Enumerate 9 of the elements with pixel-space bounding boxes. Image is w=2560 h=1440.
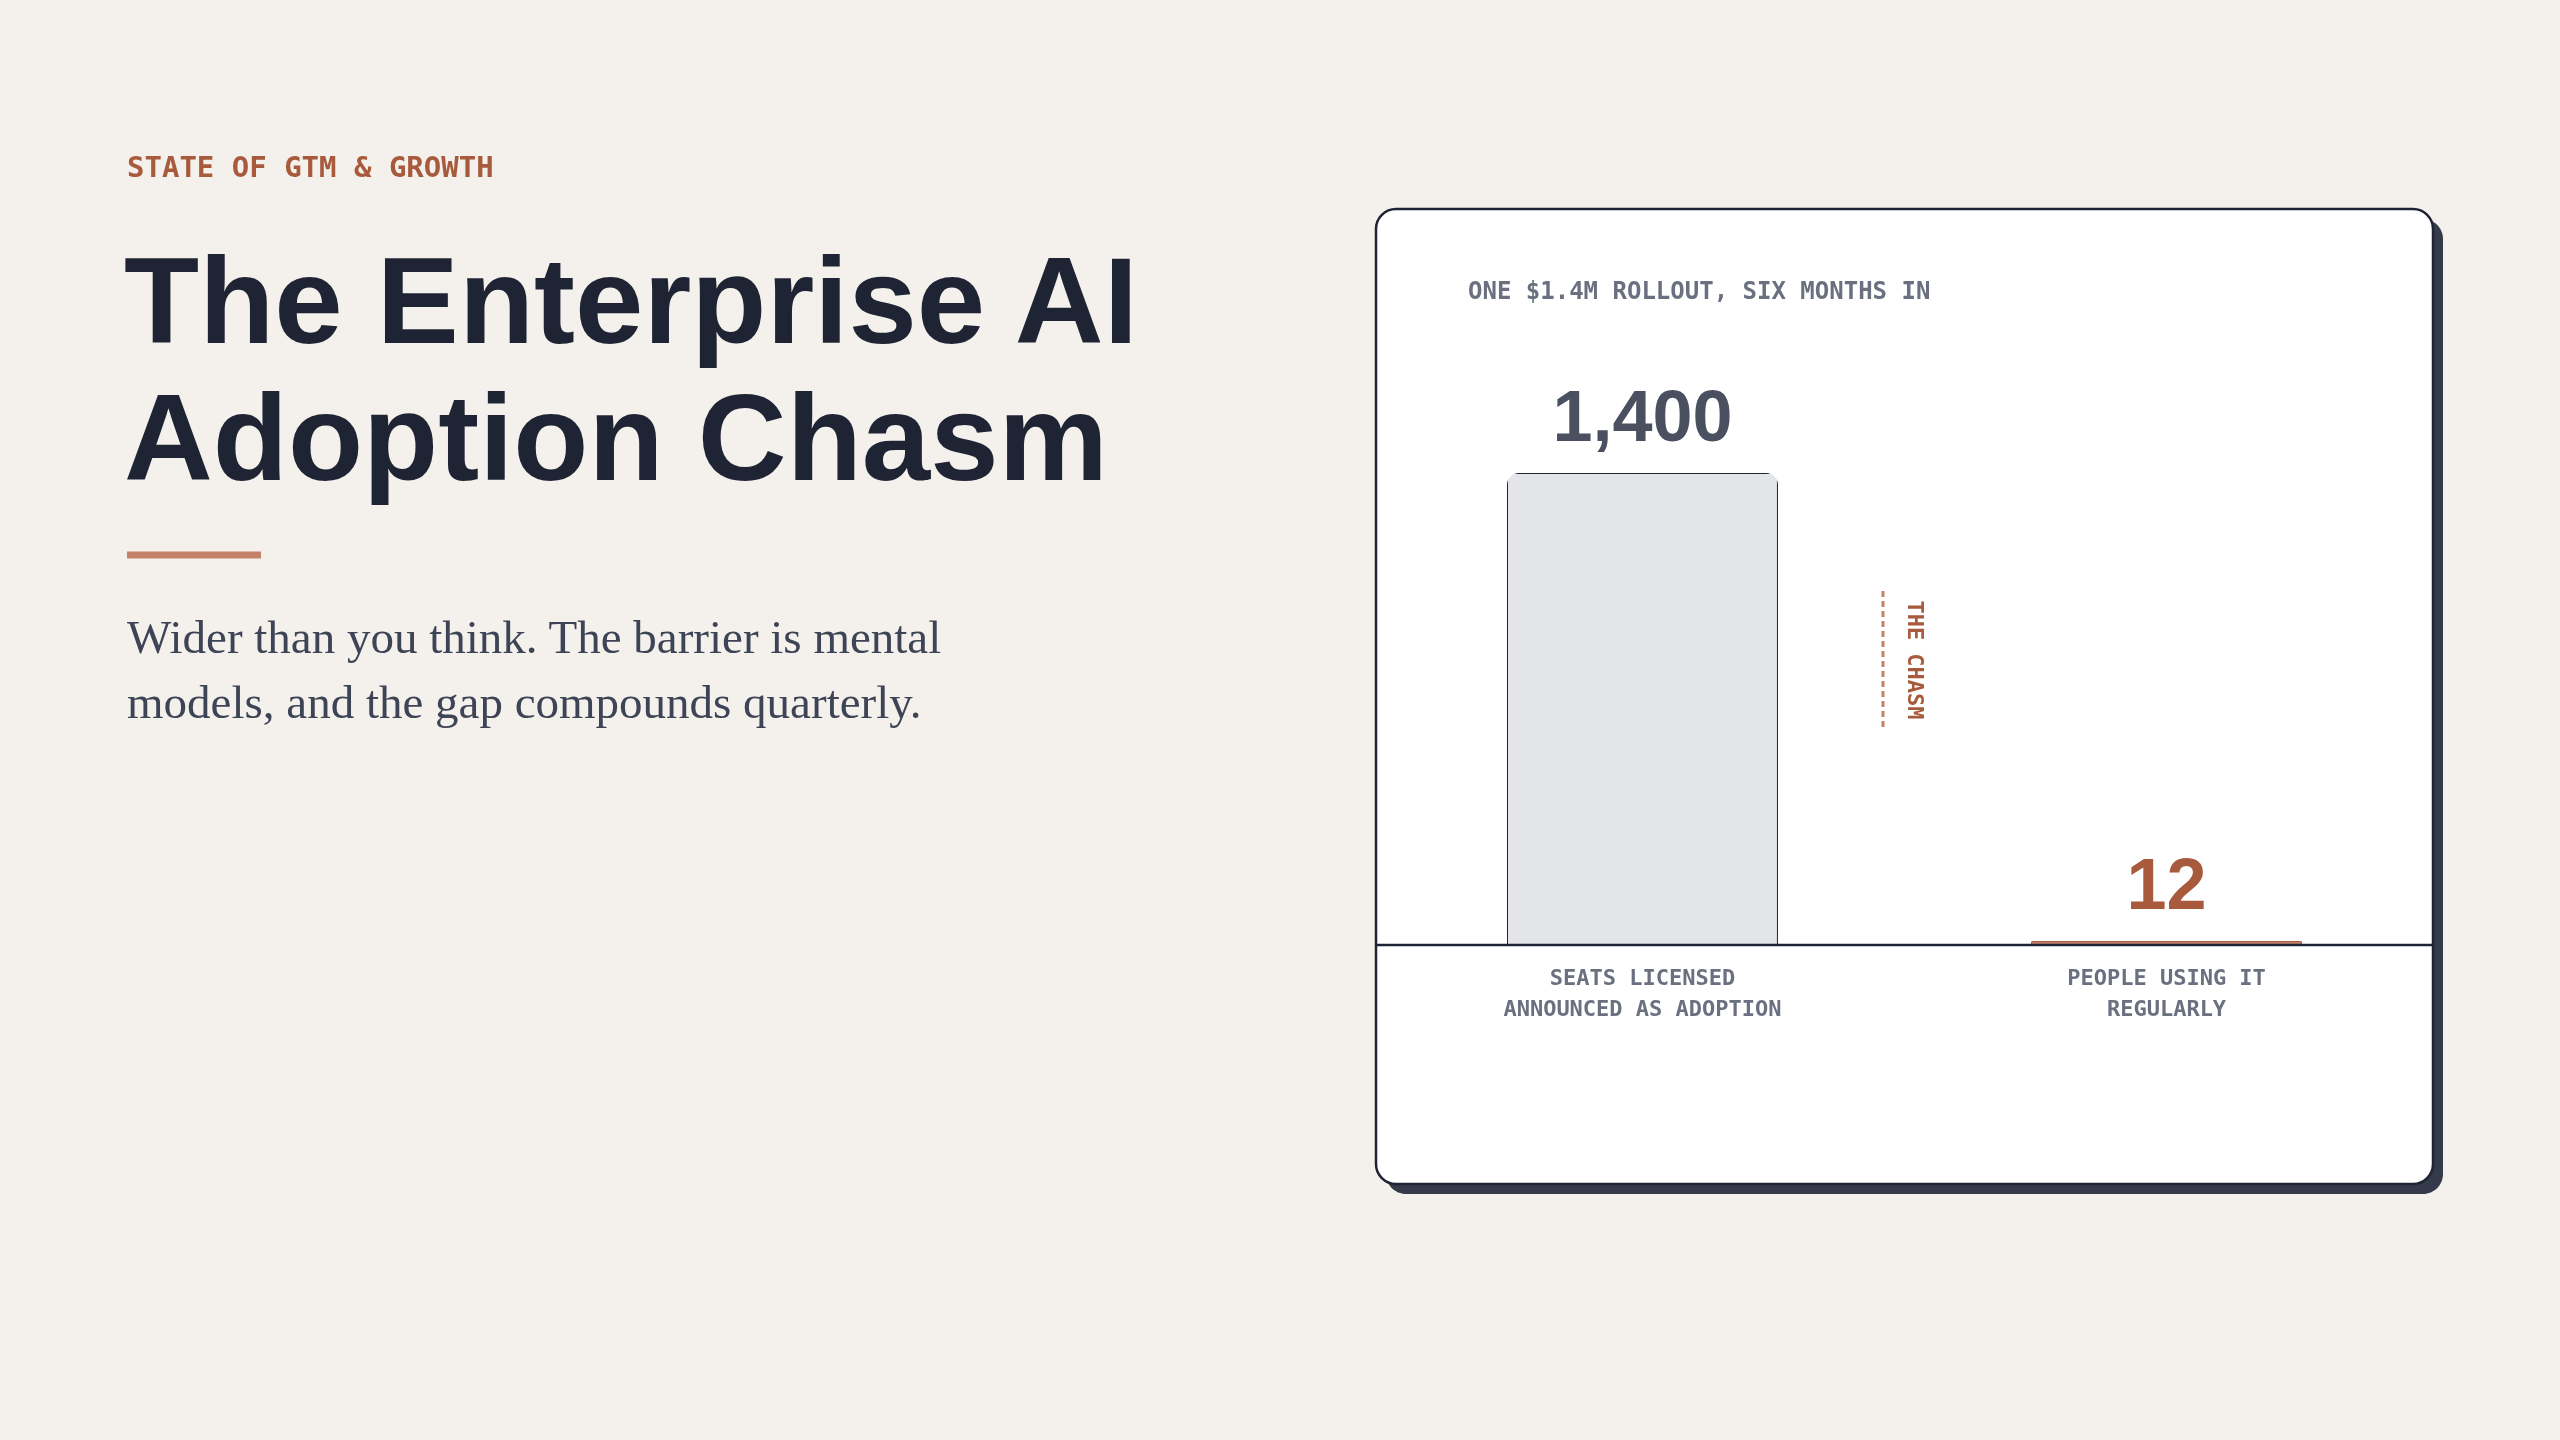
x-tick-label: PEOPLE USING IT REGULARLY <box>2067 965 2266 1021</box>
text: STATE OF GTM & GROWTH <box>127 150 494 184</box>
x-tick-label: SEATS LICENSED ANNOUNCED AS ADOPTION <box>1503 965 1782 1021</box>
text: Wider than you think. The barrier is mental models, and the gap compounds quarterly. <box>127 611 942 728</box>
text: ONE $1.4M ROLLOUT, SIX MONTHS IN <box>1468 277 1931 305</box>
data-label: 1,400 <box>1552 376 1733 456</box>
chart-title: The Enterprise AI Adoption Chasm <box>124 232 1138 506</box>
annotation: THE CHASM <box>1903 600 1928 720</box>
data-label: 12 <box>2126 843 2207 924</box>
